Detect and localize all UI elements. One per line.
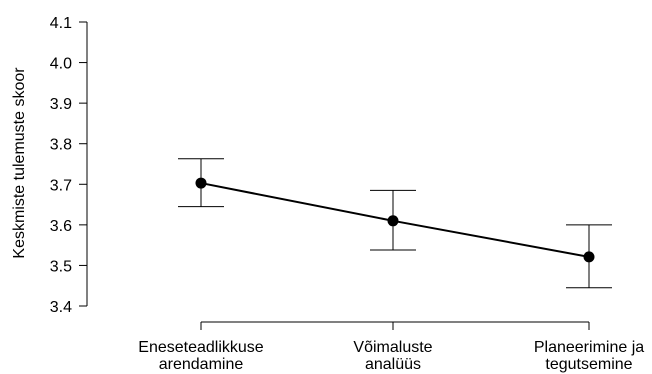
- data-point: [195, 177, 207, 189]
- y-tick-label: 4.1: [50, 15, 72, 32]
- x-category-label: Võimaluste analüüs: [353, 339, 432, 373]
- y-axis: 3.4 3.5 3.6 3.7 3.8 3.9 4.0 4.1: [50, 15, 88, 316]
- x-category-label-line: arendamine: [159, 356, 244, 373]
- x-category-label-line: Planeerimine ja: [534, 339, 644, 356]
- y-tick-label: 3.4: [50, 299, 72, 316]
- x-category-label-line: analüüs: [365, 356, 421, 373]
- data-point: [387, 215, 399, 227]
- x-category-label-line: tegutsemine: [545, 356, 632, 373]
- y-tick-label: 3.6: [50, 218, 72, 235]
- data-point: [583, 251, 595, 263]
- x-category-label-line: Eneseteadlikkuse: [138, 339, 264, 356]
- y-axis-title: Keskmiste tulemuste skoor: [11, 67, 28, 259]
- x-category-label: Eneseteadlikkuse arendamine: [138, 339, 264, 373]
- x-axis: Eneseteadlikkuse arendamine Võimaluste anal…: [138, 321, 644, 373]
- x-category-label-line: Võimaluste: [353, 339, 432, 356]
- y-tick-label: 3.8: [50, 137, 72, 154]
- y-tick-label: 4.0: [50, 56, 72, 73]
- x-category-label: Planeerimine ja tegutsemine: [534, 339, 644, 373]
- plot-area: [178, 158, 612, 289]
- y-tick-label: 3.9: [50, 96, 72, 113]
- y-tick-label: 3.5: [50, 258, 72, 275]
- y-tick-label: 3.7: [50, 177, 72, 194]
